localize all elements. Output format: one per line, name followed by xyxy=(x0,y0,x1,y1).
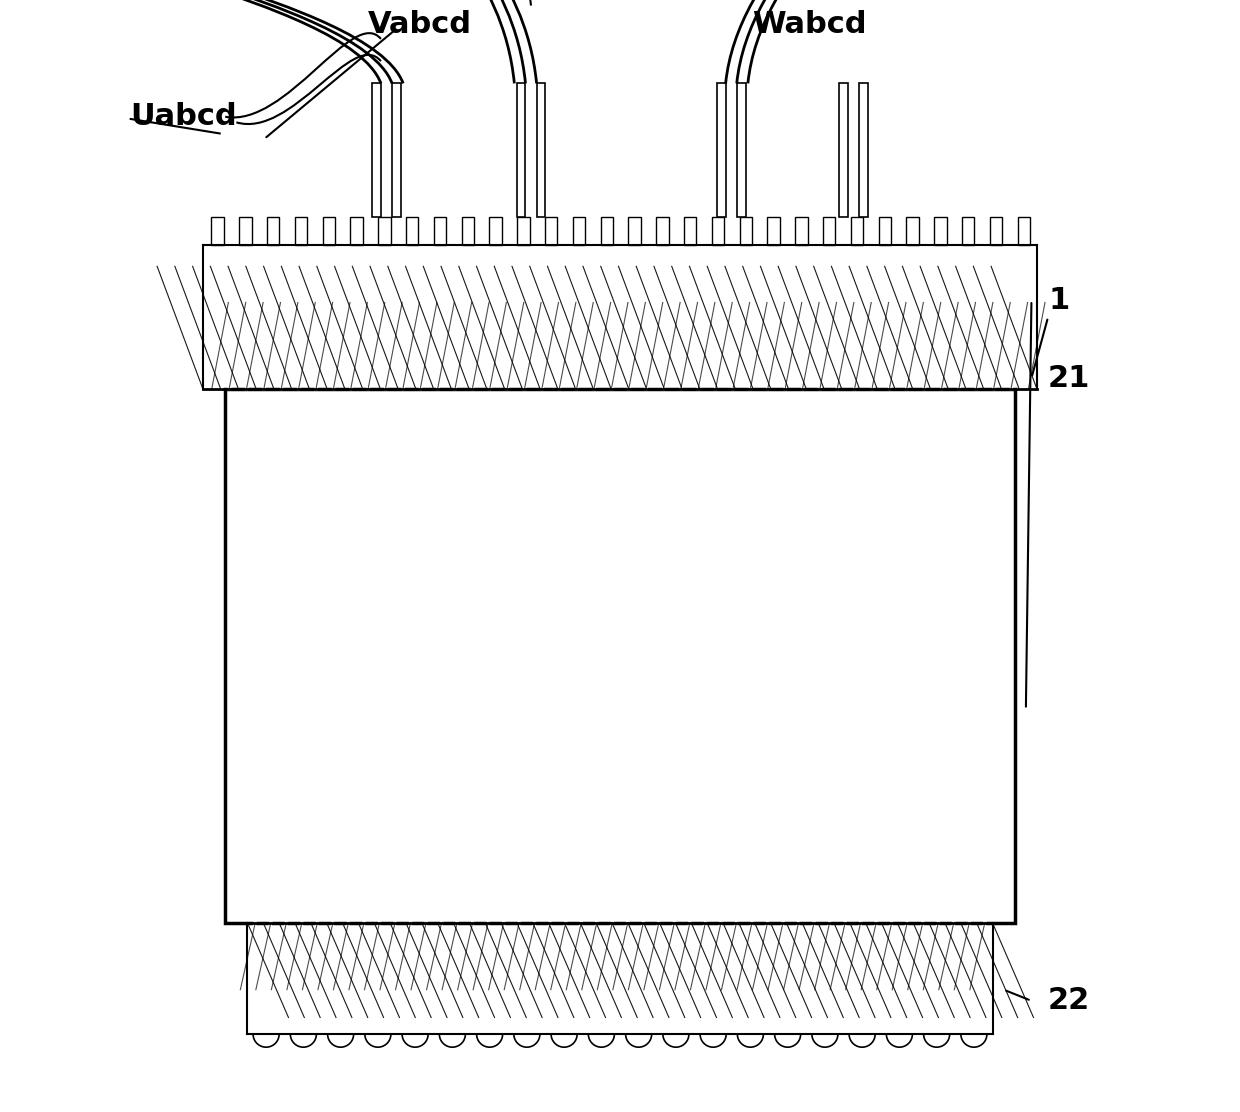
Bar xyxy=(656,217,668,245)
Bar xyxy=(839,83,848,217)
Bar xyxy=(537,83,546,217)
Text: 22: 22 xyxy=(1048,986,1090,1015)
Bar xyxy=(712,217,724,245)
Text: 21: 21 xyxy=(1048,364,1090,393)
Bar xyxy=(962,217,975,245)
Bar xyxy=(906,217,919,245)
Text: Uabcd: Uabcd xyxy=(130,102,237,131)
Bar xyxy=(544,217,558,245)
Text: 1: 1 xyxy=(1048,286,1069,315)
Bar xyxy=(878,217,892,245)
Bar xyxy=(768,217,780,245)
Bar xyxy=(239,217,252,245)
Bar xyxy=(295,217,308,245)
Bar xyxy=(517,217,529,245)
Bar xyxy=(600,217,613,245)
Bar xyxy=(517,83,526,217)
Bar xyxy=(351,217,363,245)
Bar xyxy=(392,83,401,217)
Bar xyxy=(795,217,807,245)
Bar xyxy=(629,217,641,245)
Bar xyxy=(851,217,863,245)
Bar xyxy=(1018,217,1030,245)
Bar xyxy=(823,217,836,245)
Bar xyxy=(378,217,391,245)
Text: Wabcd: Wabcd xyxy=(751,10,867,39)
Bar xyxy=(211,217,224,245)
Bar xyxy=(717,83,725,217)
Bar xyxy=(737,83,745,217)
Bar xyxy=(490,217,502,245)
Bar xyxy=(372,83,381,217)
Text: Vabcd: Vabcd xyxy=(368,10,472,39)
Bar xyxy=(267,217,279,245)
Bar xyxy=(322,217,335,245)
Bar xyxy=(573,217,585,245)
Bar xyxy=(405,217,418,245)
Bar xyxy=(990,217,1002,245)
Bar xyxy=(684,217,697,245)
Bar xyxy=(934,217,946,245)
Bar xyxy=(739,217,751,245)
Bar xyxy=(461,217,474,245)
Bar xyxy=(434,217,446,245)
Bar xyxy=(859,83,868,217)
Bar xyxy=(226,389,1014,923)
